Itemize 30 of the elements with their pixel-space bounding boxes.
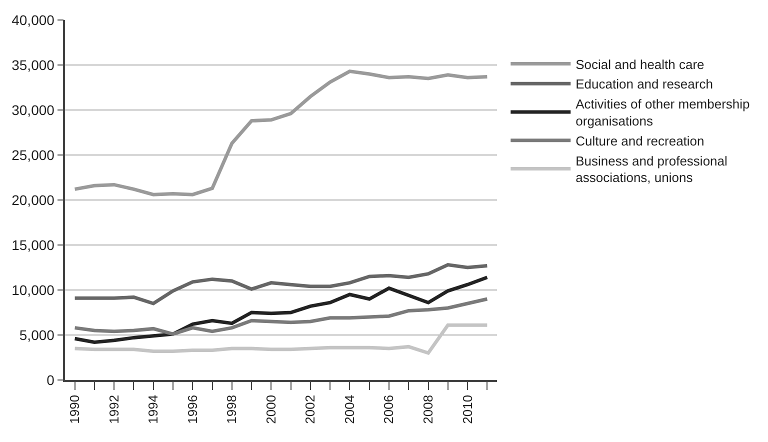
x-tick-label: 1994 <box>146 394 161 424</box>
line-series <box>73 297 489 336</box>
y-tick-label: 25,000 <box>12 146 55 163</box>
x-tick-label: 2008 <box>420 394 436 424</box>
x-tick-label: 2000 <box>263 394 278 424</box>
line-series <box>73 70 489 196</box>
x-tick-label: 2010 <box>460 394 475 424</box>
legend-label: Culture and recreation <box>576 133 704 148</box>
legend-label: Education and research <box>576 76 713 92</box>
x-tick-label: 1996 <box>184 394 200 424</box>
x-tick-label: 2004 <box>342 394 357 424</box>
y-tick-label: 0 <box>46 372 55 388</box>
x-tick-label: 1998 <box>224 394 240 424</box>
y-tick-label: 40,000 <box>12 12 55 28</box>
y-tick-label: 15,000 <box>12 236 55 253</box>
x-tick-label: 2002 <box>302 394 318 424</box>
y-tick-label: 30,000 <box>12 102 55 118</box>
line-series <box>73 263 489 306</box>
line-series <box>73 276 489 344</box>
legend-label: Social and health care <box>576 56 704 72</box>
y-tick-label: 35,000 <box>12 56 55 73</box>
x-tick-label: 1992 <box>106 394 122 424</box>
y-tick-label: 20,000 <box>12 192 55 208</box>
legend-label: Activities of other membership organisations <box>576 96 750 129</box>
y-tick-label: 5,000 <box>19 326 55 343</box>
legend-label: Business and professional associations, unions <box>576 153 728 186</box>
x-tick-label: 1990 <box>67 394 82 424</box>
y-tick-label: 10,000 <box>12 282 55 298</box>
line-series <box>73 323 489 355</box>
x-tick-label: 2006 <box>381 394 396 424</box>
